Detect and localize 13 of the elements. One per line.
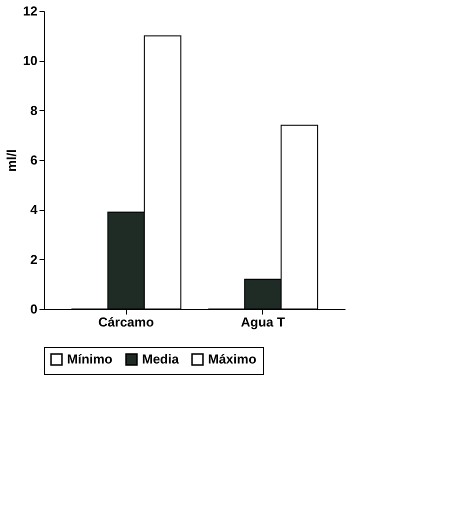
y-axis-title: ml/l [4,149,20,172]
legend-label: Media [142,352,180,367]
y-tick-label: 10 [23,53,38,68]
legend-label: Mínimo [67,352,113,367]
y-tick-label: 2 [30,252,38,267]
x-tick-label: Agua T [240,314,285,330]
y-tick-label: 0 [30,302,38,316]
y-tick-label: 4 [30,202,38,218]
y-tick-label: 8 [30,102,38,118]
legend-label: Máximo [208,352,256,367]
x-tick-label: Cárcamo [98,314,154,330]
y-tick-label: 12 [23,4,38,18]
y-tick-label: 6 [30,152,38,168]
